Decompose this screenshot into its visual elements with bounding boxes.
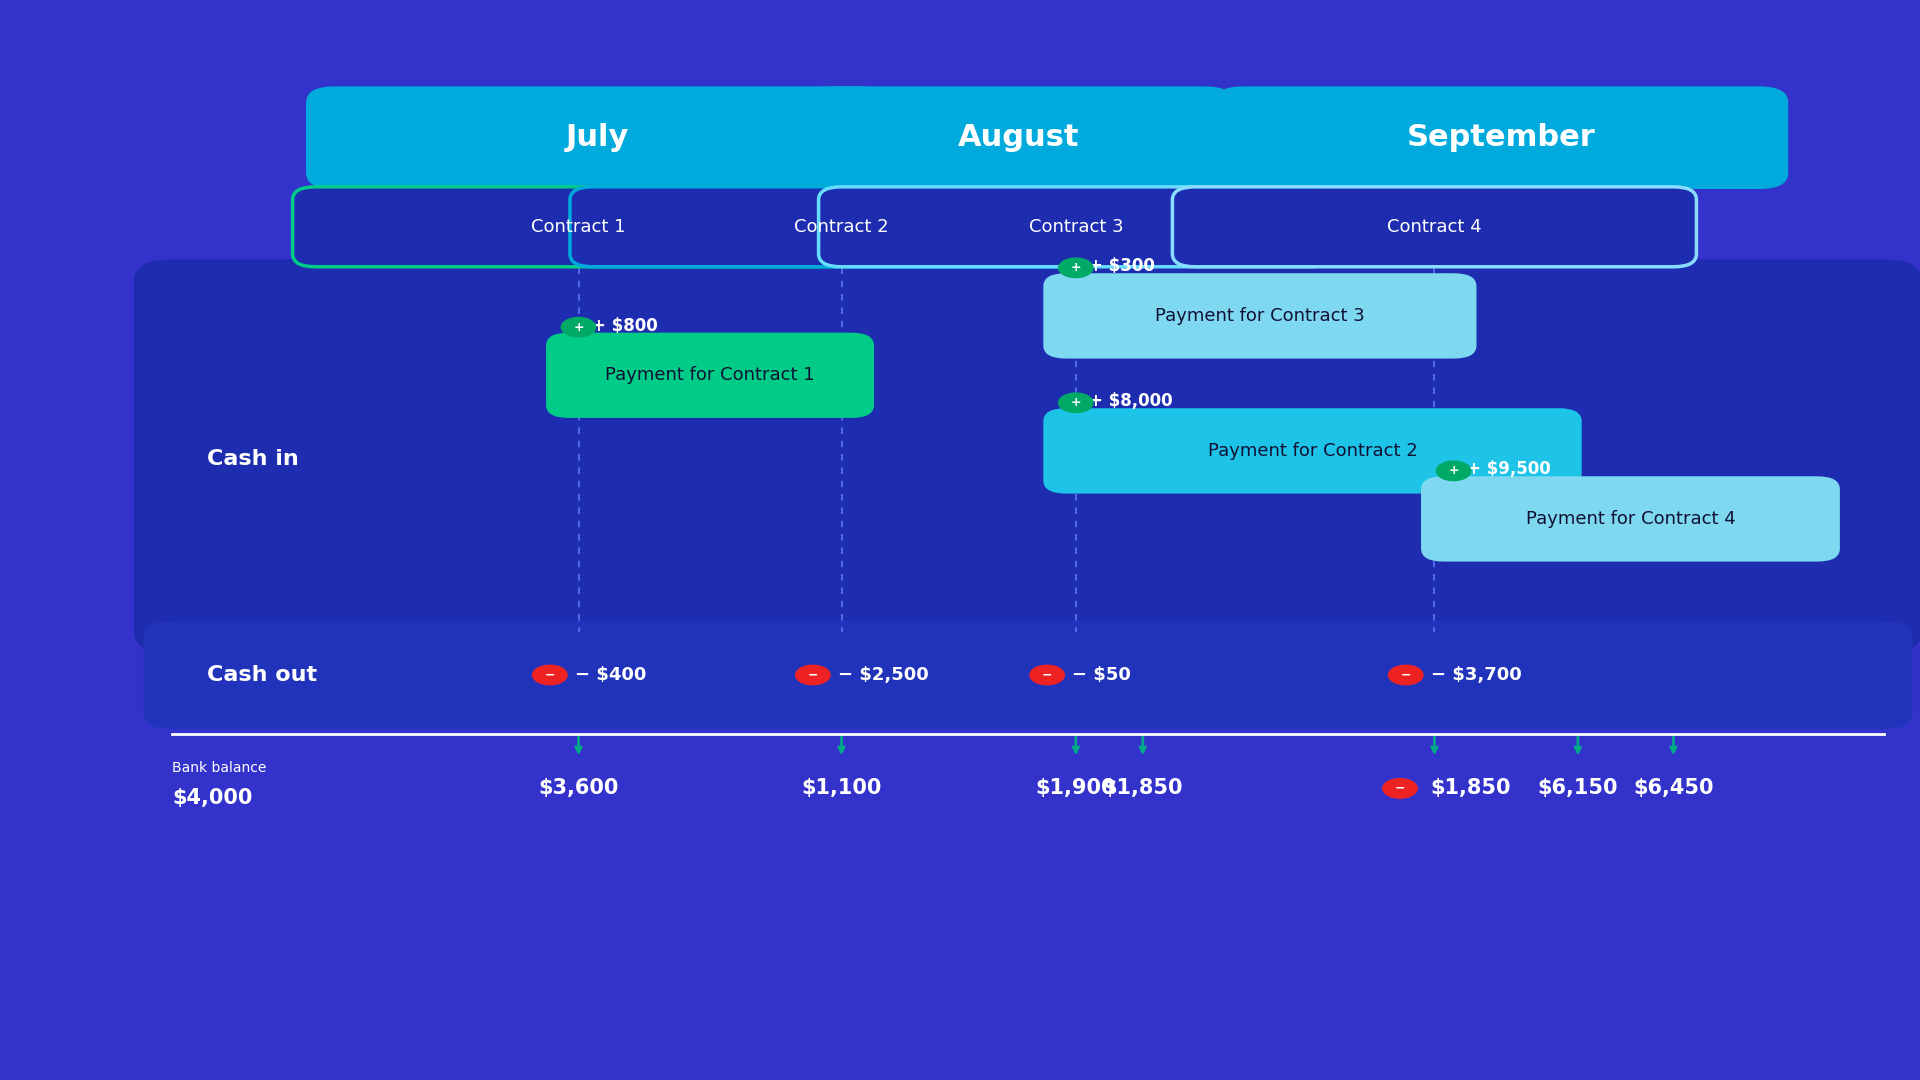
FancyBboxPatch shape bbox=[1173, 187, 1697, 267]
Text: $1,100: $1,100 bbox=[801, 779, 881, 798]
FancyBboxPatch shape bbox=[818, 187, 1332, 267]
Text: Payment for Contract 2: Payment for Contract 2 bbox=[1208, 442, 1417, 460]
Text: − $3,700: − $3,700 bbox=[1430, 666, 1521, 684]
Text: $6,450: $6,450 bbox=[1634, 779, 1715, 798]
Text: +: + bbox=[1071, 261, 1081, 274]
Text: Cash in: Cash in bbox=[207, 449, 298, 469]
Circle shape bbox=[1029, 665, 1064, 685]
Text: −: − bbox=[1394, 782, 1405, 795]
Text: +: + bbox=[1448, 464, 1459, 477]
Circle shape bbox=[795, 665, 829, 685]
Text: Contract 4: Contract 4 bbox=[1386, 218, 1482, 235]
Text: − $50: − $50 bbox=[1071, 666, 1131, 684]
Circle shape bbox=[532, 665, 566, 685]
Text: +: + bbox=[574, 321, 584, 334]
FancyBboxPatch shape bbox=[545, 333, 874, 418]
FancyBboxPatch shape bbox=[1043, 408, 1582, 494]
FancyBboxPatch shape bbox=[803, 86, 1235, 189]
Text: −: − bbox=[545, 669, 555, 681]
Circle shape bbox=[1058, 393, 1092, 413]
Text: + $300: + $300 bbox=[1089, 257, 1156, 275]
Circle shape bbox=[1382, 779, 1417, 798]
Text: July: July bbox=[566, 123, 630, 151]
Circle shape bbox=[1436, 461, 1471, 481]
Text: Contract 1: Contract 1 bbox=[532, 218, 626, 235]
Text: − $2,500: − $2,500 bbox=[837, 666, 929, 684]
Text: $1,850: $1,850 bbox=[1102, 779, 1183, 798]
Text: $4,000: $4,000 bbox=[173, 788, 253, 809]
Text: Payment for Contract 3: Payment for Contract 3 bbox=[1156, 307, 1365, 325]
Text: +: + bbox=[1071, 396, 1081, 409]
FancyBboxPatch shape bbox=[1043, 273, 1476, 359]
Circle shape bbox=[1058, 258, 1092, 278]
Text: $1,900: $1,900 bbox=[1035, 779, 1116, 798]
Circle shape bbox=[561, 318, 595, 337]
Text: + $9,500: + $9,500 bbox=[1467, 460, 1551, 478]
FancyBboxPatch shape bbox=[1421, 476, 1839, 562]
Text: Contract 3: Contract 3 bbox=[1029, 218, 1123, 235]
Text: $6,150: $6,150 bbox=[1538, 779, 1619, 798]
Text: −: − bbox=[808, 669, 818, 681]
FancyBboxPatch shape bbox=[570, 187, 1114, 267]
Text: + $8,000: + $8,000 bbox=[1089, 392, 1173, 410]
FancyBboxPatch shape bbox=[144, 621, 1912, 729]
Circle shape bbox=[1388, 665, 1423, 685]
Text: Bank balance: Bank balance bbox=[173, 761, 267, 775]
Text: Contract 2: Contract 2 bbox=[795, 218, 889, 235]
FancyBboxPatch shape bbox=[292, 187, 864, 267]
Text: −: − bbox=[1400, 669, 1411, 681]
FancyBboxPatch shape bbox=[1215, 86, 1788, 189]
FancyBboxPatch shape bbox=[134, 259, 1920, 653]
FancyBboxPatch shape bbox=[305, 86, 889, 189]
Text: Payment for Contract 4: Payment for Contract 4 bbox=[1526, 510, 1736, 528]
Text: −: − bbox=[1043, 669, 1052, 681]
Text: − $400: − $400 bbox=[574, 666, 647, 684]
Text: September: September bbox=[1407, 123, 1596, 151]
Text: August: August bbox=[958, 123, 1079, 151]
Text: Cash out: Cash out bbox=[207, 665, 317, 685]
Text: $1,850: $1,850 bbox=[1430, 779, 1511, 798]
Text: $3,600: $3,600 bbox=[538, 779, 618, 798]
Text: Payment for Contract 1: Payment for Contract 1 bbox=[605, 366, 814, 384]
Text: + $800: + $800 bbox=[591, 316, 659, 335]
